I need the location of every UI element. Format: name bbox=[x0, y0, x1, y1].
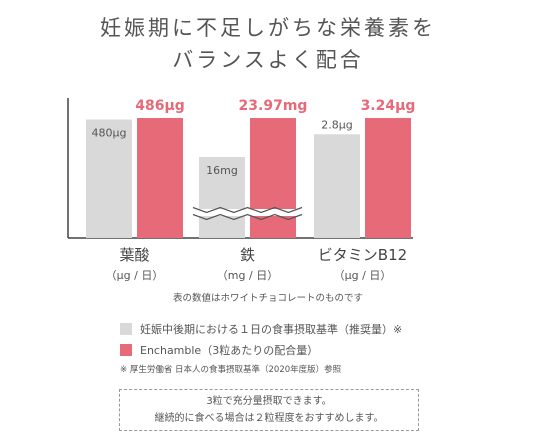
data-label-enchamble-0: 486μg bbox=[135, 98, 185, 114]
source-note: ※ 厚生労働省 日本人の食事摂取基準（2020年度版）参照 bbox=[120, 365, 342, 375]
dosage-note-line-1: 3粒で充分量摂取できます。 bbox=[206, 396, 332, 407]
category-label-1: 鉄 bbox=[240, 246, 255, 264]
data-label-recommended-0: 480μg bbox=[92, 126, 127, 139]
legend-item-recommended: 妊娠中後期における１日の食事摂取基準（推奨量）※ bbox=[120, 321, 402, 337]
axis-break-line-upper bbox=[192, 206, 303, 214]
legend-swatch-gray bbox=[120, 323, 132, 335]
legend-item-enchamble: Enchamble（3粒あたりの配合量） bbox=[120, 342, 318, 358]
dosage-note-box: 3粒で充分量摂取できます。 継続的に食べる場合は２粒程度をおすすめします。 bbox=[119, 389, 419, 431]
legend-label-enchamble: Enchamble（3粒あたりの配合量） bbox=[140, 344, 319, 357]
bar-enchamble-0 bbox=[137, 118, 183, 238]
bar-recommended-1 bbox=[199, 157, 245, 238]
category-unit-0: （μg / 日） bbox=[106, 269, 164, 282]
category-unit-2: （μg / 日） bbox=[334, 269, 392, 282]
data-label-enchamble-2: 3.24μg bbox=[361, 98, 416, 114]
data-label-recommended-2: 2.8μg bbox=[321, 118, 352, 131]
bar-chart: 480μg 486μg 葉酸 （μg / 日） 16mg 23.97mg 鉄 （mg / 日）… bbox=[67, 98, 416, 282]
bar-enchamble-2 bbox=[365, 118, 411, 238]
chart-title-line-2: バランスよく配合 bbox=[172, 48, 364, 72]
category-unit-1: （mg / 日） bbox=[217, 269, 278, 282]
category-label-2: ビタミンB12 bbox=[318, 246, 407, 264]
data-label-recommended-1: 16mg bbox=[206, 164, 238, 177]
legend-label-recommended: 妊娠中後期における１日の食事摂取基準（推奨量）※ bbox=[140, 323, 403, 336]
dosage-note-line-2: 継続的に食べる場合は２粒程度をおすすめします。 bbox=[154, 413, 384, 424]
bar-recommended-2 bbox=[314, 134, 360, 238]
chart-note: 表の数値はホワイトチョコレートのものです bbox=[172, 293, 363, 304]
bar-recommended-0 bbox=[86, 119, 132, 238]
legend-swatch-pink bbox=[120, 344, 132, 356]
chart-title-line-1: 妊娠期に不足しがちな栄養素を bbox=[100, 16, 436, 40]
axis-break-line-lower bbox=[192, 213, 303, 221]
bar-enchamble-1 bbox=[250, 118, 296, 238]
axis-break-gap bbox=[193, 209, 302, 216]
category-label-0: 葉酸 bbox=[119, 246, 149, 264]
data-label-enchamble-1: 23.97mg bbox=[239, 98, 308, 114]
